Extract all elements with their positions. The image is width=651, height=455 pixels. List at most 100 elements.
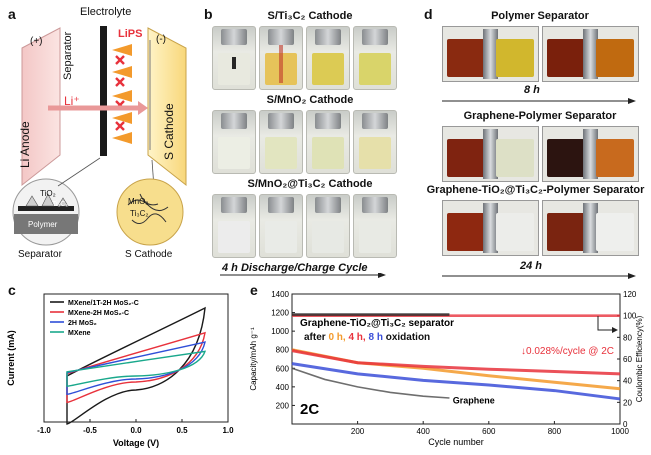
x-tick-label: 200 <box>351 427 365 436</box>
x-tick-label: 0.5 <box>176 426 188 435</box>
legend-entry: MXene-2H MoS₂-C <box>68 310 129 317</box>
y-tick-label: 600 <box>276 364 290 373</box>
y-tick-label: 1200 <box>271 309 289 318</box>
panel-label-d: d <box>424 6 433 22</box>
panel-c: c -1.0 -0.5 0.0 0.5 1.0 Voltage (V) Current (m… <box>0 282 240 455</box>
vial <box>212 110 256 174</box>
s-cathode-vertical-label: S Cathode <box>162 103 176 160</box>
y2-tick-label: 40 <box>623 377 632 386</box>
vial <box>353 110 397 174</box>
annotation-part: oxidation <box>386 332 430 343</box>
h-cell <box>542 200 639 256</box>
annotation-part: 0 h, <box>328 332 348 343</box>
cycling-chart: 200 400 600 800 1000200400600800100012001400… <box>249 290 644 447</box>
separator-vertical-label: Separator <box>62 31 74 80</box>
li-ion-label: Li⁺ <box>64 94 80 108</box>
battery-schematic <box>12 26 187 246</box>
title-graphene-polymer-separator: Graphene-Polymer Separator <box>463 110 617 122</box>
y2-tick-label: 0 <box>623 420 628 429</box>
vial <box>259 194 303 258</box>
bottom-separator-label: Separator <box>18 249 62 260</box>
h-cell <box>442 200 539 256</box>
vial <box>306 194 350 258</box>
time-24h-label: 24 h <box>520 260 543 272</box>
cv-loop <box>66 306 206 425</box>
minus-label: (-) <box>156 34 166 45</box>
cv-loop <box>66 341 206 396</box>
title-ti3c2-cathode: S/Ti₃C₂ Cathode <box>267 10 353 22</box>
panel-e: e 200 400 600 800 1000 200 400 600 800 1000 1200 14… <box>244 282 651 455</box>
annotation-separator: Graphene-TiO₂@Ti₃C₂ separator <box>300 318 454 329</box>
panel-d: d Polymer Separator 8 h Graphene-Polymer… <box>420 0 651 280</box>
plus-label: (+) <box>30 36 43 47</box>
vial <box>212 194 256 258</box>
y2-tick-label: 60 <box>623 355 632 364</box>
li-anode-label: Li Anode <box>18 121 32 168</box>
vial-row-3 <box>212 194 397 258</box>
x-tick-label: 400 <box>417 427 431 436</box>
y-tick-label: 200 <box>276 401 290 410</box>
y2-tick-label: 20 <box>623 398 632 407</box>
x-tick-label: 0.0 <box>130 426 142 435</box>
y-tick-label: 400 <box>276 383 290 392</box>
panel-label-e: e <box>250 282 258 298</box>
caption-arrow <box>220 273 386 278</box>
x-tick-label: -1.0 <box>37 426 51 435</box>
x-tick-label: 1000 <box>611 427 629 436</box>
cell-row-2 <box>442 126 639 182</box>
vial <box>259 110 303 174</box>
y2-axis-label: Coulombic Efficiency(%) <box>635 315 644 402</box>
ce-pointer-head <box>612 327 618 333</box>
h-cell <box>442 26 539 82</box>
graphene-label: Graphene <box>453 395 495 405</box>
panel-label-b: b <box>204 6 213 22</box>
lips-arrows <box>112 44 132 144</box>
cathode-plate <box>147 27 187 187</box>
vial <box>212 26 256 90</box>
h-cell <box>542 26 639 82</box>
y2-tick-label: 80 <box>623 333 632 342</box>
vial <box>306 110 350 174</box>
capacity-series <box>291 362 621 401</box>
separator-inset <box>12 178 80 246</box>
y-axis-label: Current (mA) <box>6 330 16 386</box>
cv-loop <box>66 331 206 404</box>
separator-bar <box>100 26 107 156</box>
cell-row-3 <box>442 200 639 256</box>
vial <box>306 26 350 90</box>
x-tick-label: 800 <box>548 427 562 436</box>
li-anode-plate <box>21 27 61 187</box>
y-axis-label: Capacity/mAh g⁻¹ <box>249 327 258 391</box>
x-tick-label: 600 <box>482 427 496 436</box>
x-axis-label: Cycle number <box>428 437 484 447</box>
time-arrow-1 <box>442 98 636 104</box>
lips-label: LiPS <box>118 28 143 40</box>
panel-label-a: a <box>8 6 16 22</box>
ti3c2-cathode-label: Ti₃C₂ <box>130 209 149 218</box>
y-tick-label: 800 <box>276 346 290 355</box>
panel-a: a <box>0 0 200 265</box>
ti3c2-label: Ti₃C₂ <box>52 201 69 208</box>
h-cell <box>542 126 639 182</box>
vial <box>259 26 303 90</box>
x-axis-label: Voltage (V) <box>113 438 159 448</box>
polymer-label: Polymer <box>28 220 58 229</box>
time-arrow-2 <box>442 273 636 279</box>
panel-b: b S/Ti₃C₂ Cathode S/MnO₂ Cathode S/MnO₂@… <box>200 0 400 278</box>
title-polymer-separator: Polymer Separator <box>491 10 589 22</box>
y2-tick-label: 100 <box>623 312 637 321</box>
annotation-oxidation: after 0 h, 4 h, 8 h oxidation <box>304 332 430 343</box>
cathode-inset <box>116 178 184 246</box>
annotation-part: after <box>304 332 328 343</box>
h-cell <box>442 126 539 182</box>
cv-chart: -1.0 -0.5 0.0 0.5 1.0 Voltage (V) Current (mA)… <box>6 293 234 448</box>
capacity-series <box>291 367 450 399</box>
vial-row-2 <box>212 110 397 174</box>
electrolyte-label: Electrolyte <box>80 6 132 18</box>
x-tick-label: 1.0 <box>222 426 234 435</box>
annotation-part: 4 h, <box>348 332 368 343</box>
x-tick-label: -0.5 <box>83 426 97 435</box>
legend-entry: MXene/1T-2H MoS₂-C <box>68 300 139 307</box>
y-tick-label: 1000 <box>271 327 289 336</box>
tio2-label: TiO₂ <box>40 189 56 198</box>
